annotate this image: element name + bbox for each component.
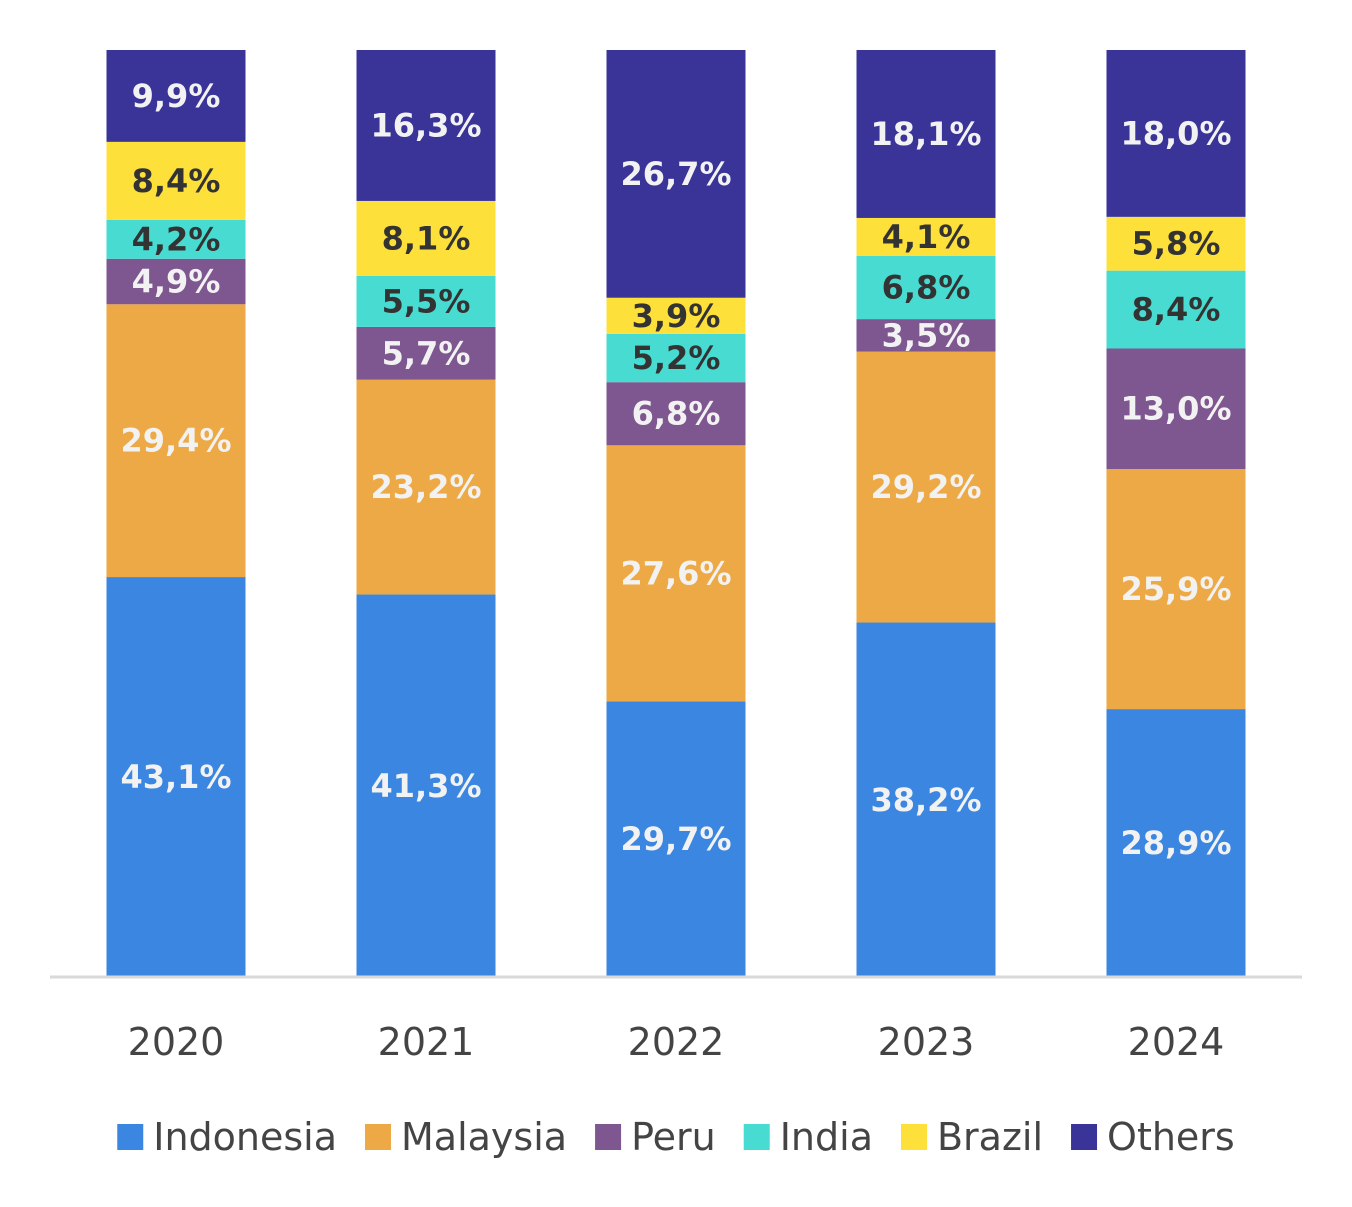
bar-segment-others-2022: [606, 50, 746, 298]
legend-label-india: India: [780, 1115, 873, 1159]
data-label-malaysia-2024: 25,9%: [1120, 570, 1231, 608]
legend-swatch-peru: [595, 1124, 622, 1150]
bar-segment-others-2024: [1106, 50, 1246, 217]
data-label-brazil-2021: 8,1%: [382, 219, 471, 257]
bar-segment-malaysia-2021: [356, 379, 496, 595]
bar-segment-others-2023: [856, 50, 996, 218]
bar-segment-india-2022: [606, 333, 746, 383]
bar-segment-malaysia-2020: [106, 304, 246, 578]
data-label-malaysia-2023: 29,2%: [870, 468, 981, 506]
bar-segment-brazil-2020: [106, 141, 246, 220]
x-tick-labels-group: 2020 2021 2022 2023 2024: [128, 1020, 1225, 1064]
bar-segment-brazil-2022: [606, 297, 746, 334]
x-tick-label-2024: 2024: [1128, 1020, 1225, 1064]
x-tick-label-2020: 2020: [128, 1020, 225, 1064]
data-label-brazil-2023: 4,1%: [882, 218, 971, 256]
bar-segment-indonesia-2020: [106, 577, 246, 977]
legend: Indonesia Malaysia Peru India Brazil Others: [117, 1115, 1235, 1159]
data-label-malaysia-2021: 23,2%: [370, 468, 481, 506]
data-label-others-2023: 18,1%: [870, 115, 981, 153]
data-label-india-2022: 5,2%: [632, 339, 721, 377]
data-label-malaysia-2020: 29,4%: [120, 422, 231, 460]
bars-group: [106, 50, 1246, 977]
data-label-indonesia-2023: 38,2%: [870, 781, 981, 819]
bar-segment-indonesia-2021: [356, 594, 496, 977]
data-label-peru-2022: 6,8%: [632, 395, 721, 433]
legend-item-malaysia: Malaysia: [365, 1115, 567, 1159]
legend-label-brazil: Brazil: [937, 1115, 1043, 1159]
legend-swatch-india: [743, 1124, 770, 1150]
bar-segment-peru-2024: [1106, 348, 1246, 470]
x-tick-label-2021: 2021: [378, 1020, 475, 1064]
bar-segment-india-2021: [356, 275, 496, 327]
bar-segment-brazil-2024: [1106, 216, 1246, 271]
data-label-others-2020: 9,9%: [132, 77, 221, 115]
data-label-india-2021: 5,5%: [382, 282, 471, 320]
data-label-others-2024: 18,0%: [1120, 114, 1231, 152]
legend-item-indonesia: Indonesia: [117, 1115, 337, 1159]
bar-segment-india-2024: [1106, 270, 1246, 349]
data-label-brazil-2022: 3,9%: [632, 297, 721, 335]
bar-segment-india-2020: [106, 219, 246, 259]
data-label-india-2023: 6,8%: [882, 269, 971, 307]
data-label-peru-2023: 3,5%: [882, 316, 971, 354]
bar-segment-brazil-2021: [356, 200, 496, 276]
bar-segment-indonesia-2022: [606, 701, 746, 977]
legend-item-india: India: [743, 1115, 873, 1159]
data-label-peru-2024: 13,0%: [1120, 390, 1231, 428]
data-label-indonesia-2024: 28,9%: [1120, 824, 1231, 862]
data-label-malaysia-2022: 27,6%: [620, 554, 731, 592]
x-tick-label-2022: 2022: [628, 1020, 725, 1064]
legend-item-brazil: Brazil: [900, 1115, 1043, 1159]
legend-label-peru: Peru: [631, 1115, 716, 1159]
bar-segment-india-2023: [856, 256, 996, 320]
legend-label-indonesia: Indonesia: [153, 1115, 337, 1159]
bar-segment-brazil-2023: [856, 217, 996, 256]
data-label-indonesia-2021: 41,3%: [370, 767, 481, 805]
data-label-indonesia-2020: 43,1%: [120, 758, 231, 796]
data-label-indonesia-2022: 29,7%: [620, 820, 731, 858]
bar-segment-indonesia-2024: [1106, 709, 1246, 977]
bar-segment-peru-2020: [106, 258, 246, 305]
bar-segment-peru-2023: [856, 319, 996, 352]
bar-segment-peru-2022: [606, 382, 746, 446]
legend-swatch-malaysia: [365, 1124, 392, 1150]
bar-segment-malaysia-2024: [1106, 469, 1246, 710]
data-label-others-2022: 26,7%: [620, 155, 731, 193]
x-tick-label-2023: 2023: [878, 1020, 975, 1064]
legend-swatch-brazil: [900, 1124, 927, 1150]
data-label-peru-2020: 4,9%: [132, 263, 221, 301]
legend-swatch-indonesia: [117, 1124, 144, 1150]
bar-segment-indonesia-2023: [856, 622, 996, 977]
bar-segment-others-2020: [106, 50, 246, 142]
data-label-brazil-2024: 5,8%: [1132, 225, 1221, 263]
legend-item-peru: Peru: [595, 1115, 716, 1159]
data-label-india-2024: 8,4%: [1132, 291, 1221, 329]
data-label-others-2021: 16,3%: [370, 106, 481, 144]
bar-segment-peru-2021: [356, 326, 496, 380]
legend-swatch-others: [1071, 1124, 1098, 1150]
data-label-peru-2021: 5,7%: [382, 334, 471, 372]
segment-labels-group: 43,1% 29,4% 4,9% 4,2% 8,4% 9,9% 41,3% 23,2% 5,7%…: [120, 77, 1231, 862]
bar-segment-malaysia-2023: [856, 351, 996, 623]
data-label-brazil-2020: 8,4%: [132, 162, 221, 200]
legend-label-others: Others: [1107, 1115, 1235, 1159]
bar-segment-malaysia-2022: [606, 445, 746, 702]
legend-label-malaysia: Malaysia: [401, 1115, 567, 1159]
data-label-india-2020: 4,2%: [132, 220, 221, 258]
bar-segment-others-2021: [356, 50, 496, 201]
legend-item-others: Others: [1071, 1115, 1235, 1159]
